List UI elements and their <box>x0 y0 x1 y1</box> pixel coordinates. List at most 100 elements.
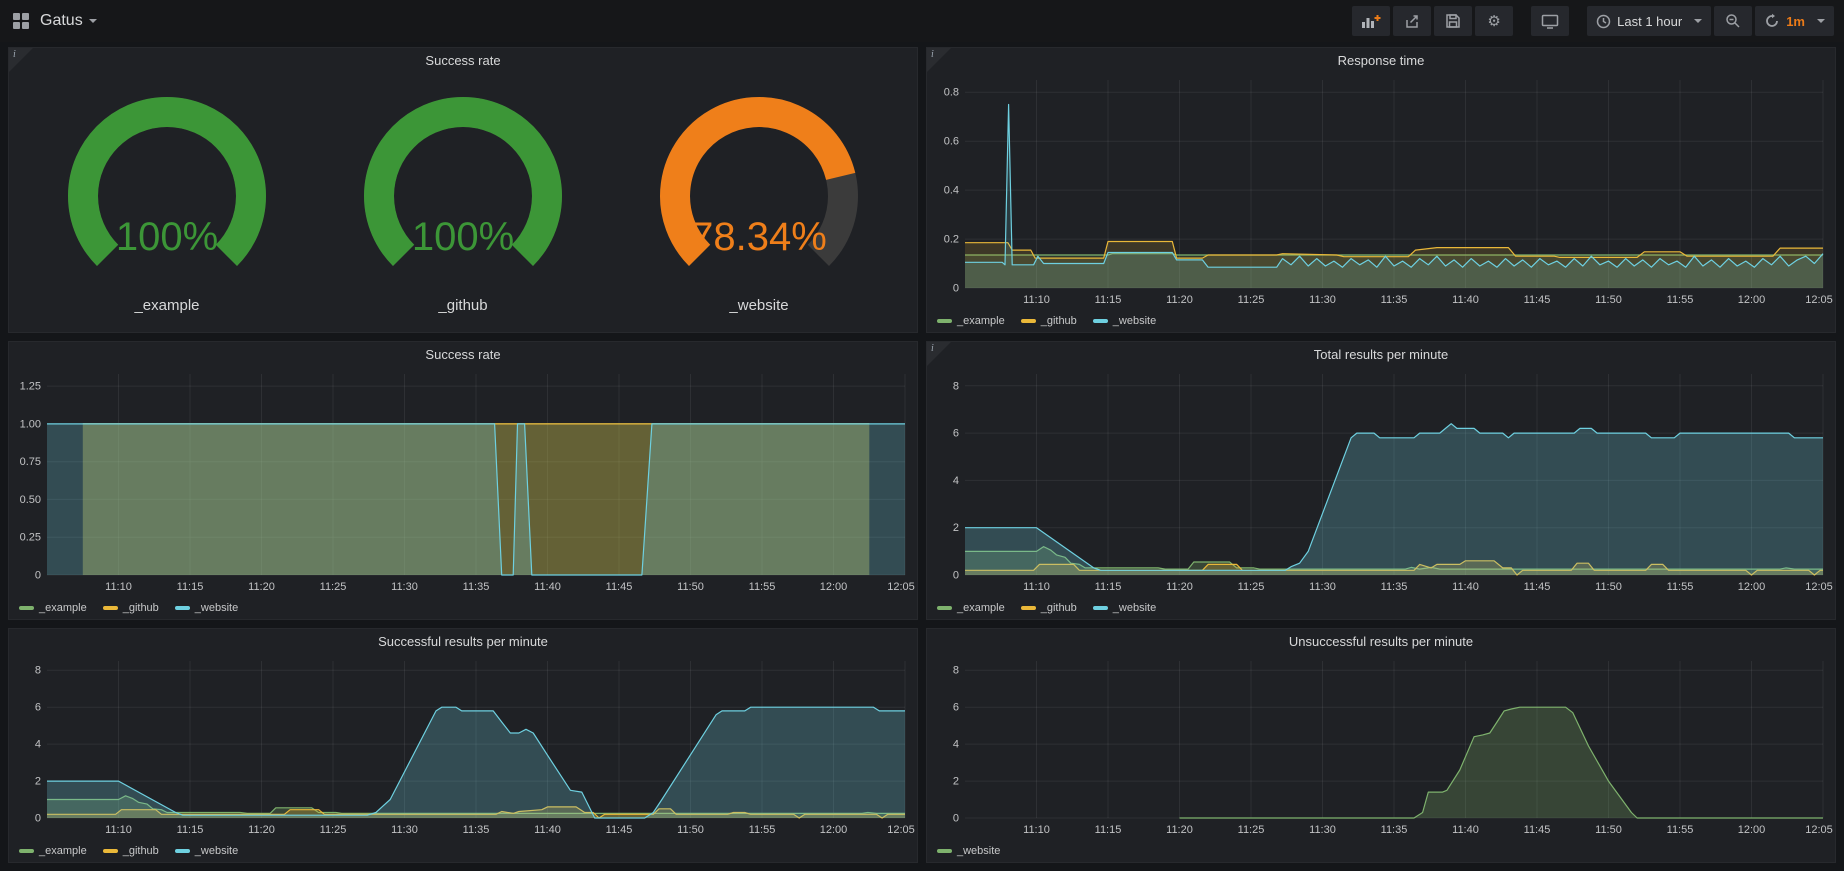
chart-legend: _example _github _website <box>927 597 1835 619</box>
legend-label: _example <box>957 315 1005 327</box>
svg-text:0.8: 0.8 <box>944 87 959 99</box>
panel-title[interactable]: Success rate <box>425 53 501 68</box>
svg-text:11:45: 11:45 <box>1524 581 1551 593</box>
legend-item[interactable]: _github <box>1020 315 1077 327</box>
svg-text:11:55: 11:55 <box>1667 581 1694 593</box>
svg-text:11:30: 11:30 <box>1309 581 1336 593</box>
gauge-website: 78.34% _website <box>619 92 899 314</box>
svg-text:6: 6 <box>953 428 959 440</box>
dashboards-grid-icon[interactable] <box>12 12 30 30</box>
legend-item[interactable]: _website <box>1092 315 1156 327</box>
svg-text:11:30: 11:30 <box>1309 824 1336 836</box>
chart-unsuccessful-results[interactable]: 0 2 4 6 8 11:10 11:15 11:20 11:25 11:30 11:35 11:40… <box>927 655 1835 840</box>
legend-item[interactable]: _website <box>937 845 1000 857</box>
legend-swatch <box>937 606 952 610</box>
svg-text:4: 4 <box>953 739 959 751</box>
svg-text:11:15: 11:15 <box>177 824 204 836</box>
svg-text:0: 0 <box>953 283 959 295</box>
svg-text:11:30: 11:30 <box>391 824 418 836</box>
save-button[interactable] <box>1434 6 1473 36</box>
svg-text:8: 8 <box>953 665 959 677</box>
panel-title[interactable]: Total results per minute <box>1313 347 1449 362</box>
svg-text:11:20: 11:20 <box>248 824 275 836</box>
svg-text:11:50: 11:50 <box>1595 824 1622 836</box>
svg-text:12:05: 12:05 <box>1805 294 1833 306</box>
legend-swatch <box>19 849 34 853</box>
add-panel-button[interactable] <box>1352 6 1391 36</box>
info-icon: i <box>931 49 934 60</box>
panel-info-corner[interactable]: i <box>927 342 951 366</box>
settings-button[interactable]: ⚙ <box>1475 6 1514 36</box>
svg-text:11:45: 11:45 <box>606 581 633 593</box>
svg-text:12:00: 12:00 <box>820 824 848 836</box>
panel-info-corner[interactable]: i <box>9 48 33 72</box>
svg-text:100%: 100% <box>412 215 514 259</box>
svg-text:11:25: 11:25 <box>320 824 347 836</box>
legend-item[interactable]: _example <box>937 602 1005 614</box>
chevron-down-icon <box>1817 19 1825 23</box>
svg-text:1.00: 1.00 <box>20 418 41 430</box>
legend-label: _github <box>122 845 159 857</box>
dashboard-title: Gatus <box>40 12 83 29</box>
svg-text:11:45: 11:45 <box>1524 294 1551 306</box>
legend-swatch <box>102 606 118 610</box>
legend-item[interactable]: _website <box>174 845 239 857</box>
gauge-github: 100% _github <box>323 92 603 314</box>
svg-text:11:55: 11:55 <box>1667 294 1694 306</box>
legend-swatch <box>937 319 952 323</box>
chart-response-time[interactable]: 0 0.2 0.4 0.6 0.8 11:10 11:15 11:20 11:25 11:30 11… <box>927 74 1835 310</box>
legend-item[interactable]: _github <box>102 845 159 857</box>
zoom-out-button[interactable] <box>1714 6 1753 36</box>
svg-text:11:10: 11:10 <box>105 824 132 836</box>
time-range-label: Last 1 hour <box>1617 13 1683 29</box>
svg-text:11:55: 11:55 <box>749 824 776 836</box>
panel-title[interactable]: Unsuccessful results per minute <box>1288 634 1474 649</box>
share-icon <box>1406 15 1418 28</box>
svg-text:11:10: 11:10 <box>1023 294 1050 306</box>
legend-label: _example <box>39 845 87 857</box>
legend-label: _website <box>194 845 239 857</box>
chart-total-results[interactable]: 0 2 4 6 8 11:10 11:15 11:20 11:25 11:30 11:35 11:40… <box>927 368 1835 597</box>
tv-mode-button[interactable] <box>1531 6 1570 36</box>
legend-swatch <box>102 849 118 853</box>
clock-icon <box>1596 14 1611 28</box>
legend-label: _github <box>1040 315 1077 327</box>
legend-label: _github <box>1040 602 1077 614</box>
svg-text:11:30: 11:30 <box>1309 294 1336 306</box>
gauge-example: 100% _example <box>27 92 307 314</box>
legend-item[interactable]: _github <box>1020 602 1077 614</box>
legend-swatch <box>174 849 190 853</box>
gauge-arc: 100% <box>27 92 307 295</box>
share-button[interactable] <box>1393 6 1432 36</box>
panel-total-results: i Total results per minute 0 2 4 6 8 11:10 11:… <box>926 341 1836 620</box>
legend-item[interactable]: _github <box>102 602 159 614</box>
svg-text:11:15: 11:15 <box>1095 581 1122 593</box>
legend-label: _website <box>957 845 1001 857</box>
chart-legend: _website <box>927 840 1835 862</box>
add-panel-icon <box>1362 15 1381 28</box>
legend-item[interactable]: _example <box>19 845 87 857</box>
chart-success-rate[interactable]: 0 0.25 0.50 0.75 1.00 1.25 11:10 11:15 11:20 11:2… <box>9 368 917 597</box>
legend-item[interactable]: _example <box>19 602 87 614</box>
refresh-button[interactable]: 1m <box>1755 6 1834 36</box>
panel-info-corner[interactable]: i <box>927 48 951 72</box>
svg-text:11:50: 11:50 <box>677 824 704 836</box>
legend-item[interactable]: _example <box>937 315 1005 327</box>
gauge-row: 100% _example 100% _github 78.34% _websi… <box>9 74 917 332</box>
svg-text:11:10: 11:10 <box>1023 824 1050 836</box>
legend-item[interactable]: _website <box>1092 602 1156 614</box>
gauge-label: _github <box>438 297 488 314</box>
svg-text:0: 0 <box>953 570 959 582</box>
legend-item[interactable]: _website <box>174 602 238 614</box>
time-range-picker[interactable]: Last 1 hour <box>1587 6 1712 36</box>
svg-text:12:05: 12:05 <box>1805 581 1833 593</box>
chart-successful-results[interactable]: 0 2 4 6 8 11:10 11:15 11:20 11:25 11:30 11:35 11:40… <box>9 655 917 840</box>
panel-success-rate-gauges: i Success rate 100% _example 100% _githu… <box>8 47 918 333</box>
info-icon: i <box>13 49 16 60</box>
panel-success-rate-timeseries: Success rate 0 0.25 0.50 0.75 1.00 1.25 11:10 1… <box>8 341 918 620</box>
dashboard-title-dropdown[interactable]: Gatus <box>40 12 97 30</box>
panel-title[interactable]: Response time <box>1337 53 1425 68</box>
panel-title[interactable]: Successful results per minute <box>378 634 548 649</box>
svg-text:78.34%: 78.34% <box>691 215 827 259</box>
panel-title[interactable]: Success rate <box>425 347 501 362</box>
